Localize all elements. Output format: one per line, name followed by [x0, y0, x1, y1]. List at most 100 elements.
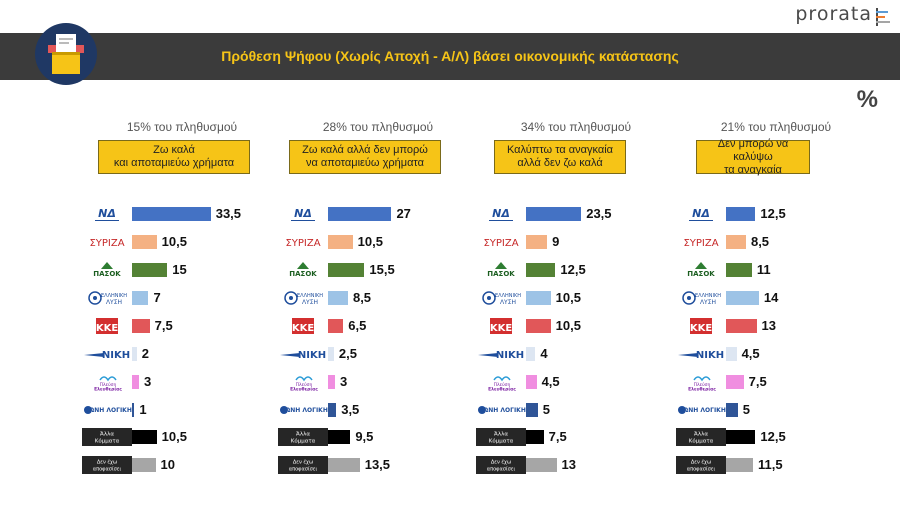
chart-row-plefsi: Πλεύση Ελευθερίας 3: [273, 373, 483, 393]
svg-text:Ελευθερίας: Ελευθερίας: [94, 386, 122, 392]
svg-text:ΚΚΕ: ΚΚΕ: [292, 323, 314, 334]
svg-text:Άλλα: Άλλα: [494, 431, 508, 438]
bar: [328, 207, 392, 221]
svg-text:ΝΙΚΗ: ΝΙΚΗ: [102, 350, 130, 361]
bar: [328, 235, 353, 249]
chart-row-syriza: ΣΥΡΙΖΑ 8,5: [671, 233, 881, 251]
svg-text:ΛΥΣΗ: ΛΥΣΗ: [106, 299, 122, 306]
data-label: 5: [742, 402, 750, 417]
svg-text:ΣΥΡΙΖΑ: ΣΥΡΙΖΑ: [683, 238, 718, 249]
svg-text:ΦΩΝΗ ΛΟΓΙΚΗΣ: ΦΩΝΗ ΛΟΓΙΚΗΣ: [84, 407, 132, 414]
bar: [328, 291, 348, 305]
svg-text:ΝΙΚΗ: ΝΙΚΗ: [496, 350, 524, 361]
data-label: 10,5: [161, 429, 187, 444]
svg-text:αποφασίσει: αποφασίσει: [487, 466, 516, 473]
chart-row-niki: ΝΙΚΗ 2,5: [273, 345, 483, 363]
chart-row-foni-logikis: ΦΩΝΗ ΛΟΓΙΚΗΣ 5: [671, 401, 881, 419]
svg-text:αποφασίσει: αποφασίσει: [289, 466, 318, 473]
nd-logo: ΝΔ: [676, 205, 726, 223]
data-label: 12,5: [560, 262, 586, 277]
chart-row-pasok: ΠΑΣΟΚ 15,5: [273, 261, 483, 279]
nd-logo: ΝΔ: [278, 205, 328, 223]
economic-situation-header: Ζω καλά και αποταμιεύω χρήματα: [98, 140, 250, 174]
population-share-label: 21% του πληθυσμού: [720, 120, 832, 134]
svg-text:Πλεύση: Πλεύση: [494, 381, 511, 388]
data-label: 12,5: [760, 206, 786, 221]
bar: [132, 235, 157, 249]
data-label: 10,5: [555, 318, 581, 333]
svg-text:Κόμματα: Κόμματα: [95, 438, 120, 445]
svg-text:ΝΙΚΗ: ΝΙΚΗ: [696, 350, 724, 361]
chart-row-kke: ΚΚΕ 7,5: [77, 317, 287, 335]
plefsi-logo: Πλεύση Ελευθερίας: [476, 373, 526, 393]
svg-text:Ελευθερίας: Ελευθερίας: [488, 386, 516, 392]
bar: [526, 235, 548, 249]
chart-title: Πρόθεση Ψήφου (Χωρίς Αποχή - Α/Λ) βάσει …: [221, 48, 679, 64]
den-exo-label: Δεν έχω αποφασίσει: [82, 456, 132, 474]
chart-row-elliniki-lysi: ΕΛΛΗΝΙΚΗ ΛΥΣΗ 10,5: [471, 289, 681, 307]
economic-situation-header: Ζω καλά αλλά δεν μπορώ να αποταμιεύω χρήμ…: [289, 140, 441, 174]
data-label: 6,5: [348, 318, 367, 333]
chart-row-foni-logikis: ΦΩΝΗ ΛΟΓΙΚΗΣ 3,5: [273, 401, 483, 419]
svg-text:Δεν έχω: Δεν έχω: [491, 459, 511, 466]
data-label: 2,5: [338, 346, 357, 361]
bar-chart-3: 34% του πληθυσμού Καλύπτω τα αναγκαία αλλά…: [471, 120, 681, 480]
data-label: 10,5: [161, 234, 187, 249]
data-label: 10: [160, 457, 175, 472]
svg-text:ΛΥΣΗ: ΛΥΣΗ: [302, 299, 318, 306]
svg-text:ΣΥΡΙΖΑ: ΣΥΡΙΖΑ: [285, 238, 320, 249]
economic-situation-header: Καλύπτω τα αναγκαία αλλά δεν ζω καλά: [494, 140, 626, 174]
chart-row-pasok: ΠΑΣΟΚ 11: [671, 261, 881, 279]
svg-text:ΛΥΣΗ: ΛΥΣΗ: [500, 299, 516, 306]
alla-label: Άλλα Κόμματα: [278, 428, 328, 446]
data-label: 1: [139, 402, 147, 417]
svg-text:αποφασίσει: αποφασίσει: [93, 466, 122, 473]
data-label: 8,5: [352, 290, 372, 305]
kke-logo: ΚΚΕ: [82, 317, 132, 335]
pasok-logo: ΠΑΣΟΚ: [82, 261, 132, 279]
chart-row-syriza: ΣΥΡΙΖΑ 9: [471, 233, 681, 251]
svg-text:ΣΥΡΙΖΑ: ΣΥΡΙΖΑ: [483, 238, 518, 249]
svg-text:ΚΚΕ: ΚΚΕ: [96, 323, 118, 334]
data-label: 3: [340, 374, 348, 389]
data-label: 9,5: [355, 429, 374, 444]
foni-logikis-logo: ΦΩΝΗ ΛΟΓΙΚΗΣ: [476, 401, 530, 419]
bar: [726, 319, 757, 333]
svg-text:ΝΔ: ΝΔ: [98, 207, 116, 220]
chart-row-kke: ΚΚΕ 10,5: [471, 317, 681, 335]
bar: [132, 207, 211, 221]
data-label: 12,5: [760, 429, 786, 444]
bar: [526, 207, 582, 221]
data-label: 4: [540, 346, 548, 361]
svg-text:ΠΑΣΟΚ: ΠΑΣΟΚ: [687, 270, 715, 278]
svg-text:ΕΛΛΗΝΙΚΗ: ΕΛΛΗΝΙΚΗ: [297, 293, 323, 299]
svg-text:ΚΚΕ: ΚΚΕ: [690, 323, 712, 334]
chart-row-pasok: ΠΑΣΟΚ 15: [77, 261, 287, 279]
chart-row-den-exo: Δεν έχω αποφασίσει 13,5: [273, 456, 483, 474]
data-label: 3: [144, 374, 152, 389]
svg-text:Πλεύση: Πλεύση: [100, 381, 117, 388]
chart-row-syriza: ΣΥΡΙΖΑ 10,5: [273, 233, 483, 251]
svg-text:αποφασίσει: αποφασίσει: [687, 466, 716, 473]
chart-row-den-exo: Δεν έχω αποφασίσει 11,5: [671, 456, 881, 474]
population-share-label: 28% του πληθυσμού: [322, 120, 434, 134]
kke-logo: ΚΚΕ: [476, 317, 526, 335]
niki-logo: ΝΙΚΗ: [476, 345, 526, 363]
bar: [132, 430, 157, 444]
foni-logikis-logo: ΦΩΝΗ ΛΟΓΙΚΗΣ: [278, 401, 332, 419]
chart-row-alla: Άλλα Κόμματα 12,5: [671, 428, 881, 446]
chart-row-den-exo: Δεν έχω αποφασίσει 10: [77, 456, 287, 474]
foni-logikis-logo: ΦΩΝΗ ΛΟΓΙΚΗΣ: [676, 401, 730, 419]
syriza-logo: ΣΥΡΙΖΑ: [278, 233, 328, 251]
chart-row-alla: Άλλα Κόμματα 7,5: [471, 428, 681, 446]
data-label: 7,5: [548, 429, 567, 444]
bar: [526, 291, 551, 305]
svg-text:Πλεύση: Πλεύση: [296, 381, 313, 388]
data-label: 11: [756, 262, 771, 277]
data-label: 15: [172, 262, 187, 277]
chart-row-elliniki-lysi: ΕΛΛΗΝΙΚΗ ΛΥΣΗ 8,5: [273, 289, 483, 307]
bar: [328, 319, 344, 333]
svg-text:Δεν έχω: Δεν έχω: [293, 459, 313, 466]
bar: [328, 375, 336, 389]
data-label: 7,5: [748, 374, 767, 389]
